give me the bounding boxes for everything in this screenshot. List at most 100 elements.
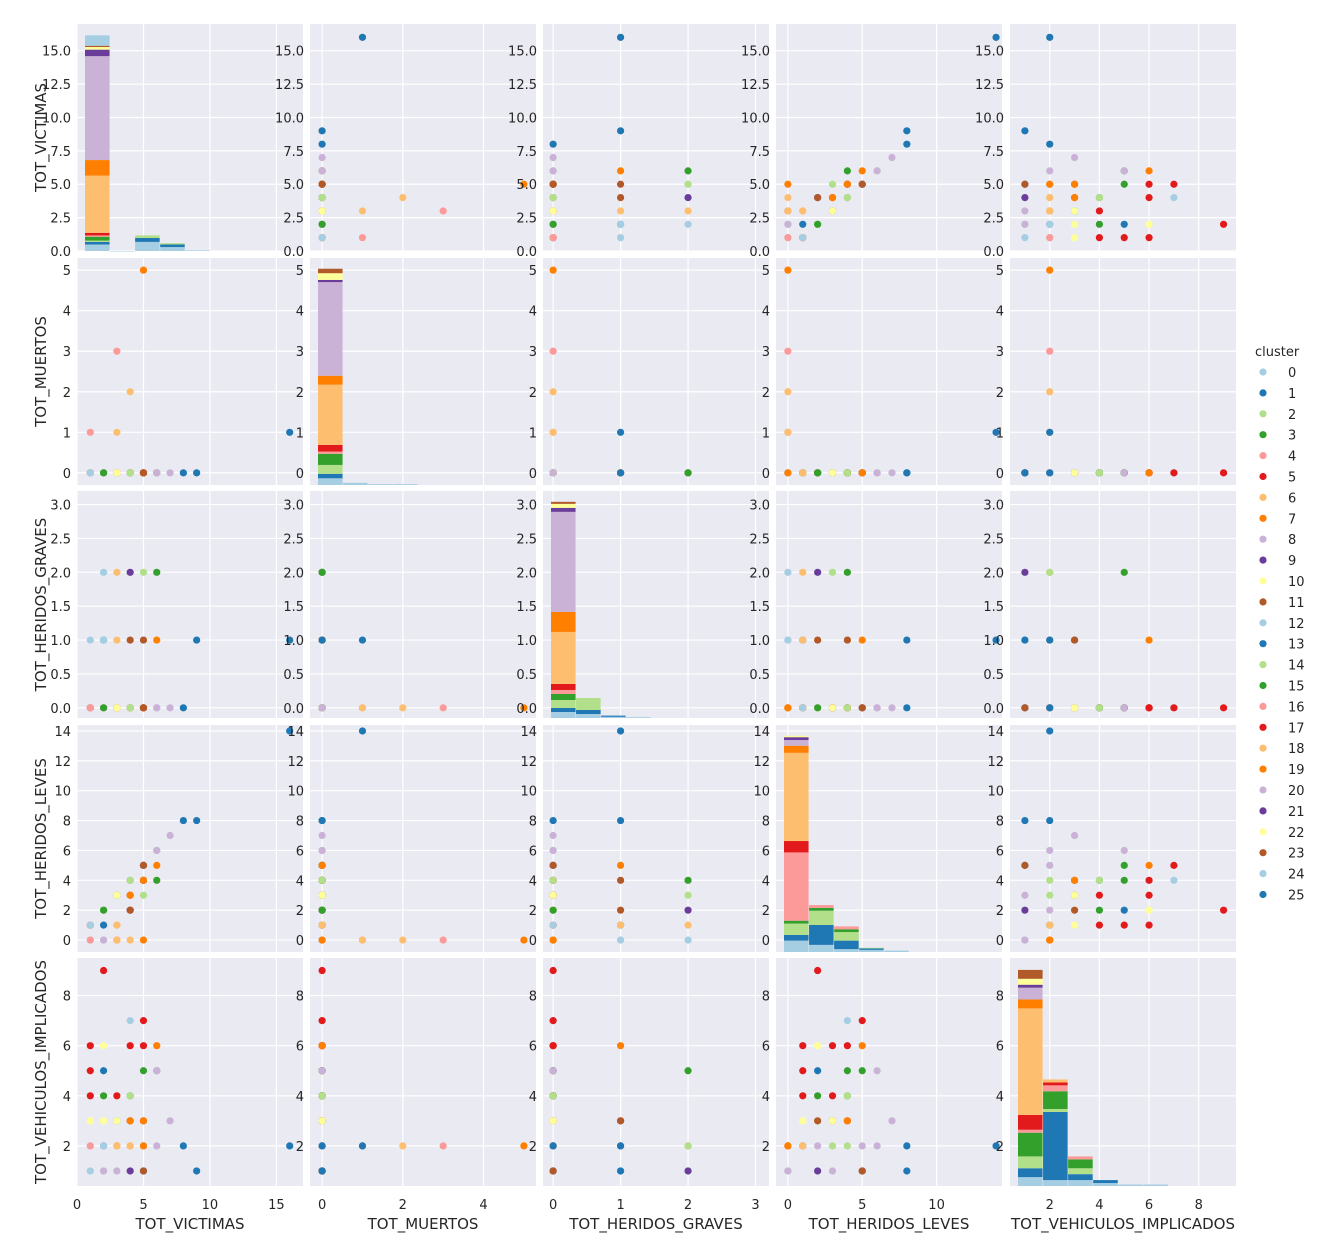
y-tick-label: 10.0 <box>42 111 71 126</box>
scatter-point <box>126 1117 134 1125</box>
scatter-point <box>439 704 447 712</box>
x-tick-label: 2 <box>684 1198 692 1213</box>
y-tick-label: 0.0 <box>516 245 537 260</box>
legend-label: 20 <box>1288 784 1305 799</box>
scatter-point <box>828 1142 837 1150</box>
y-tick-label: 4 <box>996 1090 1004 1105</box>
panel-tot_muertos-vs-tot_muertos: 0 1 2 3 4 5 <box>296 258 536 485</box>
scatter-point <box>318 861 326 869</box>
panel-tot_victimas-vs-tot_victimas: 0.0 2.5 5.0 7.5 10.0 12.5 15.0 <box>42 24 303 260</box>
scatter-point <box>858 167 866 175</box>
scatter-point <box>784 428 792 436</box>
y-tick-label: 6 <box>63 1040 71 1055</box>
scatter-point <box>616 1167 625 1175</box>
y-tick-label: 12.5 <box>741 78 770 93</box>
y-tick-label: 0.0 <box>983 245 1004 260</box>
scatter-point <box>799 1117 807 1125</box>
y-tick-label: 4 <box>296 874 304 889</box>
legend-marker <box>1259 556 1267 564</box>
scatter-point <box>1021 207 1029 215</box>
legend-marker <box>1259 744 1267 752</box>
x-tick-label: 0 <box>318 1198 326 1213</box>
scatter-point <box>684 180 692 188</box>
scatter-point <box>1046 234 1054 242</box>
scatter-point <box>1145 167 1153 175</box>
scatter-point <box>784 704 792 712</box>
y-tick-label: 0 <box>762 467 770 482</box>
y-tick-label: 2 <box>296 904 304 919</box>
scatter-point <box>179 704 187 712</box>
scatter-point <box>549 891 557 899</box>
legend-marker <box>1259 786 1267 794</box>
y-tick-label: 2 <box>296 1140 304 1155</box>
scatter-point <box>1219 704 1228 712</box>
histogram-bar <box>135 241 160 251</box>
panel-tot_vehiculos_implicados-vs-tot_heridos_leves: 2 4 6 8 0 5 10 <box>762 958 1002 1213</box>
legend-label: 25 <box>1288 889 1305 904</box>
scatter-point <box>684 167 692 175</box>
histogram-bar <box>551 693 576 700</box>
scatter-point <box>784 1142 792 1150</box>
histogram-bar <box>551 611 576 632</box>
scatter-point <box>520 180 528 188</box>
panel-tot_vehiculos_implicados-vs-tot_vehiculos_implicados: 2 4 6 8 2 4 6 8 <box>996 958 1236 1213</box>
scatter-point <box>126 891 134 899</box>
scatter-point <box>549 234 557 242</box>
y-tick-label: 4 <box>529 1090 537 1105</box>
scatter-point <box>1046 921 1054 929</box>
y-tick-label: 10.0 <box>975 111 1004 126</box>
scatter-point <box>873 1142 881 1150</box>
histogram-bar <box>393 484 418 485</box>
scatter-point <box>126 1092 134 1100</box>
scatter-point <box>113 1167 121 1175</box>
scatter-point <box>1070 180 1079 188</box>
panel-tot_vehiculos_implicados-vs-tot_victimas: 2 4 6 8 0 5 10 15 <box>63 958 303 1213</box>
y-tick-label: 5 <box>996 264 1004 279</box>
scatter-point <box>139 469 148 477</box>
scatter-point <box>1070 906 1079 914</box>
scatter-point <box>684 936 692 944</box>
scatter-point <box>1070 469 1079 477</box>
histogram-bar <box>784 752 809 842</box>
panel-tot_heridos_graves-vs-tot_muertos: 0.0 0.5 1.0 1.5 2.0 2.5 3.0 <box>283 491 536 718</box>
y-tick-label: 3 <box>63 345 71 360</box>
y-tick-label: 15.0 <box>42 45 71 60</box>
legend-marker <box>1259 389 1267 397</box>
y-tick-label: 15.0 <box>508 45 537 60</box>
scatter-point <box>814 1042 822 1050</box>
y-tick-label: 10.0 <box>741 111 770 126</box>
histogram-bar <box>784 920 809 924</box>
histogram-bar <box>318 375 343 385</box>
scatter-point <box>616 1142 625 1150</box>
scatter-point <box>126 636 134 644</box>
scatter-point <box>903 469 911 477</box>
scatter-point <box>616 428 625 436</box>
y-tick-label: 2.5 <box>50 212 71 227</box>
panel-background <box>77 491 303 718</box>
y-tick-label: 3 <box>529 345 537 360</box>
x-tick-label: 3 <box>751 1198 759 1213</box>
scatter-point <box>399 936 407 944</box>
y-tick-label: 0 <box>996 467 1004 482</box>
histogram-bar <box>1018 1156 1043 1169</box>
histogram-bar <box>110 251 135 252</box>
scatter-point <box>814 1167 822 1175</box>
scatter-point <box>318 1142 326 1150</box>
panel-background <box>310 24 536 251</box>
y-tick-label: 2 <box>762 1140 770 1155</box>
scatter-point <box>1120 861 1128 869</box>
scatter-point <box>318 906 326 914</box>
scatter-point <box>358 1142 367 1150</box>
panel-background <box>1010 725 1236 952</box>
scatter-point <box>903 636 911 644</box>
scatter-point <box>814 1142 822 1150</box>
histogram-bar <box>135 235 160 239</box>
scatter-point <box>1046 180 1054 188</box>
scatter-point <box>99 1092 108 1100</box>
y-tick-label: 4 <box>762 305 770 320</box>
scatter-point <box>784 388 792 396</box>
scatter-point <box>1145 861 1153 869</box>
histogram-bar <box>160 247 185 251</box>
y-tick-label: 2.0 <box>983 566 1004 581</box>
scatter-point <box>903 1142 911 1150</box>
